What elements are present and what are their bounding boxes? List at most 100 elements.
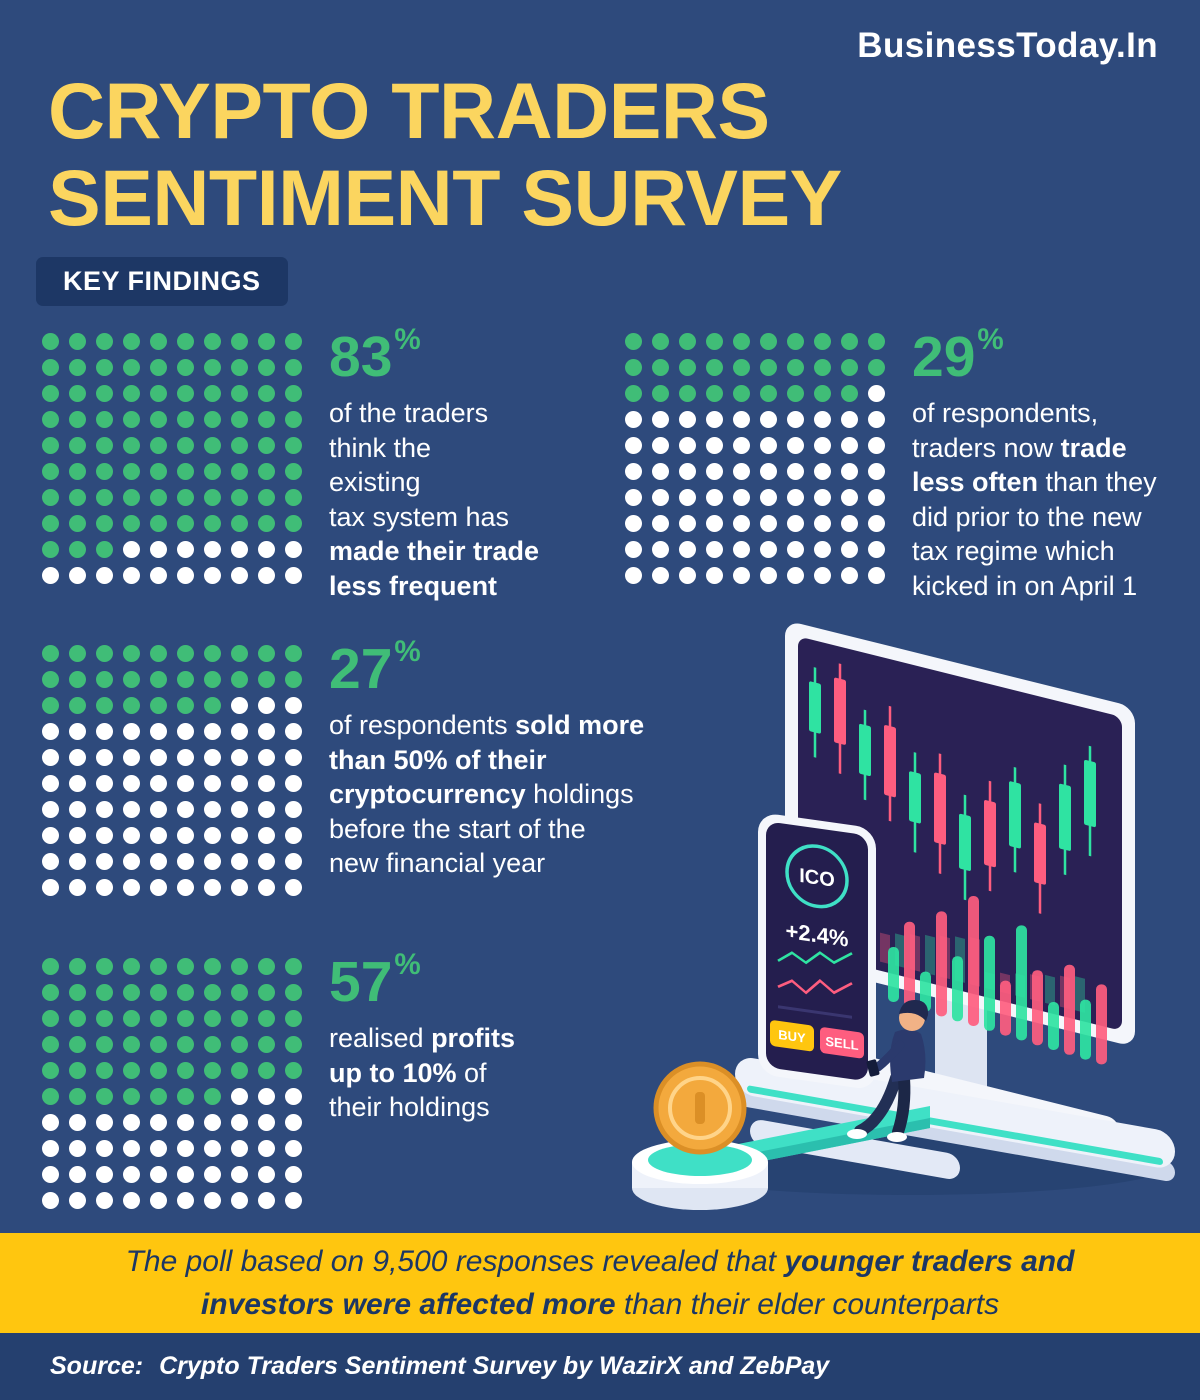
waffle-dot — [96, 1192, 113, 1209]
waffle-dot — [679, 359, 696, 376]
stat-block-57: 57% realised profits up to 10% of their ho… — [42, 950, 515, 1209]
waffle-dot — [204, 1192, 221, 1209]
waffle-dot — [258, 333, 275, 350]
waffle-dot — [760, 463, 777, 480]
waffle-dot — [69, 827, 86, 844]
waffle-dot — [868, 437, 885, 454]
waffle-dot — [760, 515, 777, 532]
waffle-dot — [285, 489, 302, 506]
waffle-dot — [760, 541, 777, 558]
waffle-dot — [123, 697, 140, 714]
stat-text-line: new financial year — [329, 848, 546, 879]
waffle-dot — [841, 541, 858, 558]
waffle-dot — [123, 541, 140, 558]
waffle-dot — [69, 1166, 86, 1183]
waffle-dot — [841, 489, 858, 506]
waffle-dot — [150, 958, 167, 975]
waffle-dot — [258, 801, 275, 818]
waffle-dot — [96, 567, 113, 584]
waffle-dot — [760, 489, 777, 506]
waffle-dot — [42, 801, 59, 818]
waffle-dot — [42, 1062, 59, 1079]
waffle-dot — [231, 671, 248, 688]
waffle-dot — [814, 385, 831, 402]
waffle-dot — [69, 879, 86, 896]
waffle-dot — [150, 567, 167, 584]
waffle-dot — [123, 515, 140, 532]
waffle-dot — [285, 1036, 302, 1053]
waffle-dot — [42, 437, 59, 454]
illustration-svg: ICO +2.4% BUY SELL — [632, 623, 1175, 1210]
waffle-dot — [285, 1140, 302, 1157]
waffle-dot — [96, 723, 113, 740]
waffle-dot — [96, 984, 113, 1001]
waffle-dot — [625, 437, 642, 454]
waffle-chart-27 — [42, 645, 302, 896]
waffle-dot — [285, 827, 302, 844]
waffle-dot — [231, 333, 248, 350]
waffle-dot — [285, 801, 302, 818]
waffle-dot — [177, 463, 194, 480]
waffle-dot — [123, 1192, 140, 1209]
waffle-dot — [123, 801, 140, 818]
waffle-dot — [231, 645, 248, 662]
waffle-dot — [787, 515, 804, 532]
waffle-dot — [652, 567, 669, 584]
waffle-dot — [69, 1010, 86, 1027]
waffle-dot — [96, 333, 113, 350]
waffle-dot — [150, 749, 167, 766]
waffle-dot — [841, 385, 858, 402]
waffle-dot — [42, 1036, 59, 1053]
waffle-chart-29 — [625, 333, 885, 603]
buy-button: BUY — [770, 1020, 814, 1052]
waffle-dot — [625, 333, 642, 350]
waffle-dot — [231, 1114, 248, 1131]
waffle-dot — [706, 385, 723, 402]
waffle-dot — [204, 984, 221, 1001]
waffle-dot — [652, 411, 669, 428]
waffle-dot — [42, 463, 59, 480]
waffle-dot — [123, 1010, 140, 1027]
waffle-dot — [177, 567, 194, 584]
waffle-dot — [652, 515, 669, 532]
sparkline-up — [777, 951, 853, 965]
waffle-dot — [841, 333, 858, 350]
waffle-dot — [204, 801, 221, 818]
poll-banner: The poll based on 9,500 responses reveal… — [0, 1233, 1200, 1333]
waffle-dot — [679, 333, 696, 350]
waffle-dot — [150, 333, 167, 350]
waffle-dot — [679, 437, 696, 454]
waffle-dot — [42, 775, 59, 792]
waffle-dot — [285, 411, 302, 428]
stat-text-line: of the traders — [329, 398, 489, 428]
waffle-dot — [258, 515, 275, 532]
waffle-dot — [652, 489, 669, 506]
waffle-dot — [96, 385, 113, 402]
waffle-dot — [868, 333, 885, 350]
waffle-dot — [285, 541, 302, 558]
waffle-dot — [150, 1036, 167, 1053]
waffle-dot — [42, 1192, 59, 1209]
waffle-dot — [285, 723, 302, 740]
waffle-dot — [285, 984, 302, 1001]
waffle-dot — [123, 1114, 140, 1131]
key-findings-label: KEY FINDINGS — [36, 257, 288, 306]
waffle-dot — [787, 567, 804, 584]
waffle-dot — [285, 1088, 302, 1105]
stat-description: of the traders think the existing tax syste… — [329, 396, 539, 603]
waffle-dot — [706, 463, 723, 480]
waffle-dot — [150, 385, 167, 402]
waffle-dot — [150, 879, 167, 896]
waffle-dot — [285, 1166, 302, 1183]
waffle-dot — [706, 333, 723, 350]
waffle-dot — [679, 411, 696, 428]
waffle-dot — [258, 359, 275, 376]
waffle-dot — [258, 697, 275, 714]
waffle-dot — [258, 1192, 275, 1209]
waffle-dot — [150, 489, 167, 506]
waffle-dot — [231, 723, 248, 740]
waffle-dot — [96, 463, 113, 480]
waffle-dot — [204, 411, 221, 428]
waffle-dot — [868, 515, 885, 532]
waffle-dot — [258, 1166, 275, 1183]
